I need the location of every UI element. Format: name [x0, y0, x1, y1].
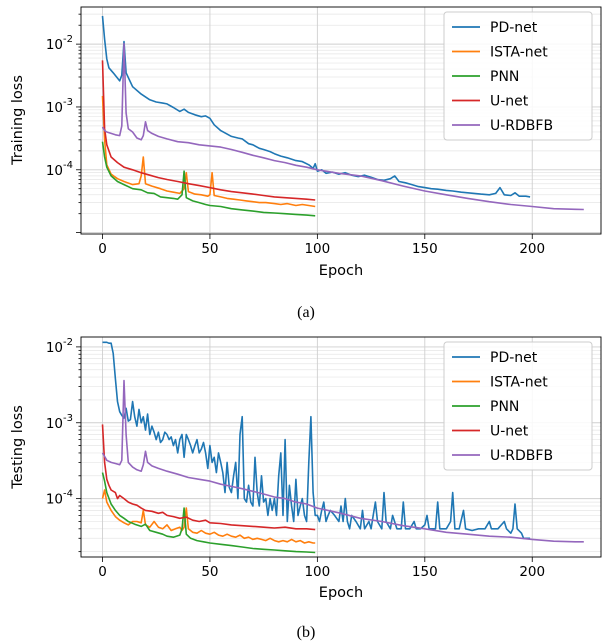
panel-b: 0 50 100 150 200 10-4 10-3 10-2 Epoch Testing l… [10, 336, 602, 641]
series-line-u-net [101, 60, 316, 201]
legend-label: PNN [490, 69, 519, 85]
x-tick-label: 0 [98, 564, 107, 580]
legend: PD-net ISTA-net PNN U-net U-RDBFB [443, 11, 593, 141]
x-tick-label: 150 [412, 564, 438, 580]
caption-b: (b) [297, 624, 316, 641]
x-tick-label: 150 [412, 241, 438, 257]
caption-a: (a) [297, 304, 315, 321]
x-tick-label: 100 [304, 564, 330, 580]
y-axis-label: Testing loss [10, 405, 26, 490]
series-line-pnn [101, 141, 316, 217]
series-group [101, 15, 584, 217]
y-tick-label: 10-4 [46, 489, 73, 508]
x-tick-label: 50 [201, 241, 218, 257]
series-line-pd-net [102, 341, 531, 540]
series-line-pnn [101, 472, 316, 554]
legend-label: U-RDBFB [490, 118, 553, 134]
legend: PD-net ISTA-net PNN U-net U-RDBFB [443, 341, 593, 471]
y-tick-label: 10-3 [46, 97, 73, 116]
x-tick-label: 100 [304, 241, 330, 257]
legend-label: U-RDBFB [490, 448, 553, 464]
series-line-u-net [101, 424, 316, 531]
x-axis-label: Epoch [319, 263, 363, 279]
legend-box [443, 341, 593, 471]
y-tick-label: 10-3 [46, 413, 73, 432]
series-line-pd-net [101, 15, 531, 198]
series-line-ista-net [101, 95, 316, 208]
x-axis-label: Epoch [319, 585, 363, 601]
x-tick-label: 200 [519, 241, 545, 257]
y-axis-label: Training loss [10, 75, 26, 166]
x-tick-label: 200 [519, 564, 545, 580]
series-group [101, 341, 584, 554]
legend-label: U-net [490, 424, 529, 440]
y-tick-label: 10-4 [46, 160, 73, 179]
legend-label: PD-net [490, 350, 538, 366]
legend-box [443, 11, 593, 141]
plot-frame [80, 336, 602, 558]
y-tick-label: 10-2 [46, 337, 73, 356]
series-line-u-rdbfb [101, 42, 584, 211]
x-tick-label: 50 [201, 564, 218, 580]
x-tick-label: 0 [98, 241, 107, 257]
y-tick-label: 10-2 [46, 34, 73, 53]
legend-label: ISTA-net [490, 375, 548, 391]
series-line-u-rdbfb [101, 379, 584, 543]
legend-label: PD-net [490, 20, 538, 36]
legend-label: U-net [490, 94, 529, 110]
legend-label: PNN [490, 399, 519, 415]
legend-label: ISTA-net [490, 45, 548, 61]
panel-a: 0 50 100 150 200 10-4 10-3 10-2 Epoch Training … [10, 6, 602, 321]
series-line-ista-net [101, 489, 316, 544]
